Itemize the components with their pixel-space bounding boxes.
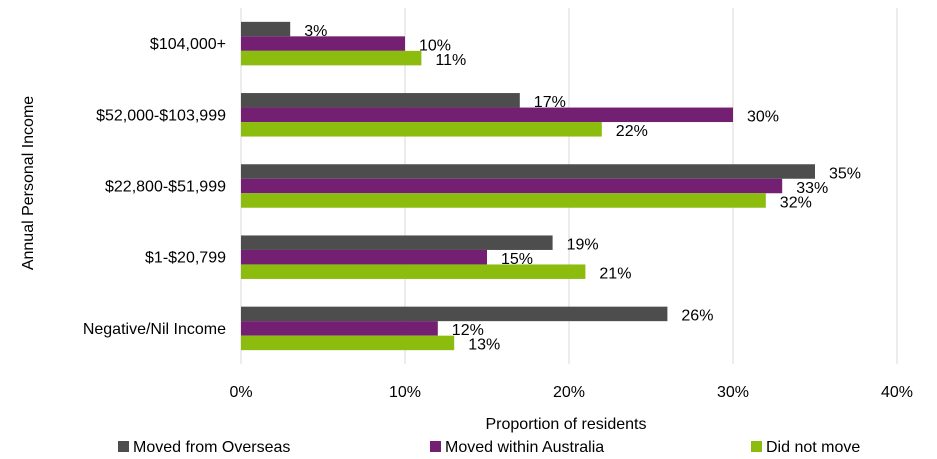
- bar-did-not-move: [241, 335, 455, 351]
- bar-moved-from-overseas: [241, 235, 553, 250]
- data-label: 33%: [796, 180, 828, 197]
- x-tick-label: 20%: [553, 384, 585, 401]
- data-label: 32%: [780, 194, 812, 211]
- bar-moved-within-australia: [241, 178, 783, 194]
- data-label: 12%: [452, 322, 484, 339]
- data-label: 15%: [501, 251, 533, 268]
- bar-moved-from-overseas: [241, 21, 291, 37]
- legend-entry: Did not move: [766, 439, 860, 456]
- bar-moved-within-australia: [241, 36, 405, 51]
- y-axis-title: Annual Personal Income: [20, 96, 37, 270]
- bar-did-not-move: [241, 50, 422, 66]
- legend: Moved from Overseas Moved within Australi…: [118, 439, 860, 456]
- legend-swatch: [118, 441, 129, 452]
- data-labels: 3% 10%11% 17% 30% 22% 35%33%32% 19% 15% 21% 26% 12…: [304, 23, 861, 354]
- bar-moved-within-australia: [241, 321, 438, 336]
- bar-did-not-move: [241, 264, 586, 279]
- bar-did-not-move: [241, 122, 602, 137]
- data-label: 11%: [435, 52, 466, 69]
- data-label: 13%: [468, 337, 500, 354]
- data-label: 3%: [304, 23, 327, 40]
- x-axis-tick-labels: 0% 10% 20% 30% 40%: [229, 384, 913, 401]
- bars: [241, 21, 815, 351]
- y-tick-label: $22,800-$51,999: [105, 179, 226, 196]
- x-tick-label: 40%: [881, 384, 913, 401]
- bar-moved-from-overseas: [241, 306, 668, 322]
- y-tick-label: $52,000-$103,999: [96, 107, 226, 124]
- x-axis-title: Proportion of residents: [486, 416, 647, 433]
- legend-swatch: [430, 441, 441, 452]
- x-tick-label: 0%: [229, 384, 252, 401]
- bar-did-not-move: [241, 193, 766, 208]
- bar-moved-within-australia: [241, 249, 487, 265]
- legend-entry: Moved from Overseas: [133, 439, 290, 456]
- data-label: 26%: [681, 308, 713, 325]
- legend-entry: Moved within Australia: [445, 439, 604, 456]
- x-tick-label: 10%: [389, 384, 421, 401]
- bar-moved-from-overseas: [241, 93, 520, 108]
- y-tick-label: $104,000+: [150, 36, 226, 53]
- data-label: 35%: [829, 165, 861, 182]
- bar-moved-within-australia: [241, 107, 733, 123]
- data-label: 30%: [747, 109, 779, 126]
- y-tick-label: $1-$20,799: [145, 250, 226, 267]
- bar-moved-from-overseas: [241, 164, 815, 179]
- data-label: 19%: [567, 236, 599, 253]
- y-axis-tick-labels: $104,000+ $52,000-$103,999 $22,800-$51,999…: [83, 36, 226, 338]
- data-label: 10%: [419, 37, 451, 54]
- x-tick-label: 30%: [717, 384, 749, 401]
- y-tick-label: Negative/Nil Income: [83, 321, 226, 338]
- legend-swatch: [751, 441, 762, 452]
- data-label: 21%: [599, 265, 631, 282]
- data-label: 22%: [616, 123, 648, 140]
- data-label: 17%: [534, 94, 566, 111]
